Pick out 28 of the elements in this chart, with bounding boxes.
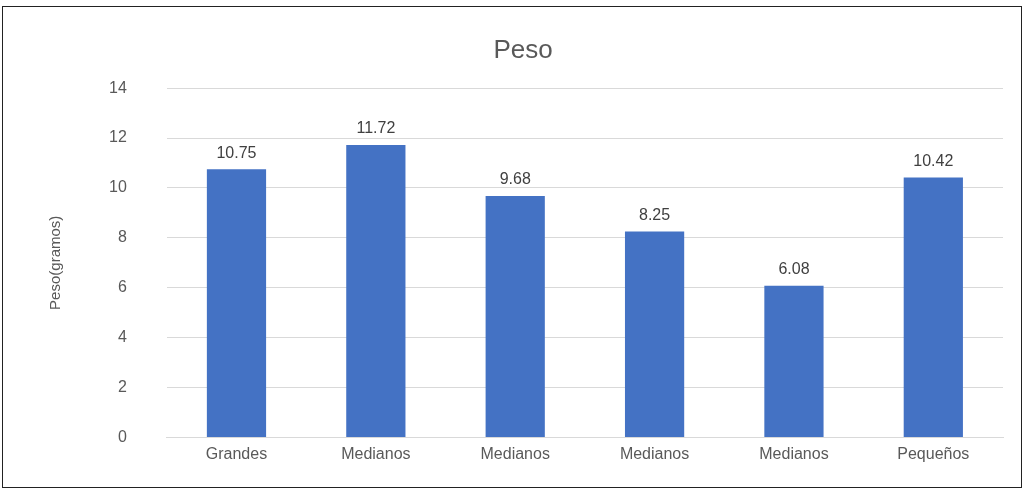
y-tick-label: 14 — [109, 78, 127, 96]
bar — [624, 231, 685, 437]
x-tick-label: Medianos — [341, 445, 411, 463]
bar — [485, 195, 545, 437]
data-label: 10.75 — [216, 143, 257, 161]
y-tick-label: 0 — [117, 427, 127, 445]
bar — [903, 177, 963, 437]
x-tick-label: Medianos — [480, 445, 550, 463]
x-tick-label: Medianos — [619, 445, 690, 463]
bar — [206, 169, 267, 437]
y-tick-label: 8 — [117, 228, 127, 246]
data-label: 8.25 — [639, 206, 671, 224]
data-label: 10.42 — [913, 151, 954, 169]
data-label: 6.08 — [778, 260, 810, 278]
y-tick-label: 4 — [117, 328, 127, 346]
x-tick-label: Pequeños — [897, 445, 970, 463]
bar — [764, 285, 824, 437]
y-tick-label: 2 — [117, 377, 127, 395]
data-label: 9.68 — [499, 170, 531, 188]
x-tick-label: Medianos — [759, 445, 829, 463]
y-axis-title: Peso(gramos) — [46, 215, 64, 310]
y-tick-label: 6 — [117, 278, 127, 296]
bar — [346, 145, 406, 437]
chart-title: Peso — [493, 33, 553, 64]
y-tick-label: 10 — [109, 178, 127, 196]
data-label: 11.72 — [356, 119, 396, 137]
x-tick-label: Grandes — [205, 445, 268, 463]
y-tick-label: 12 — [109, 128, 127, 146]
